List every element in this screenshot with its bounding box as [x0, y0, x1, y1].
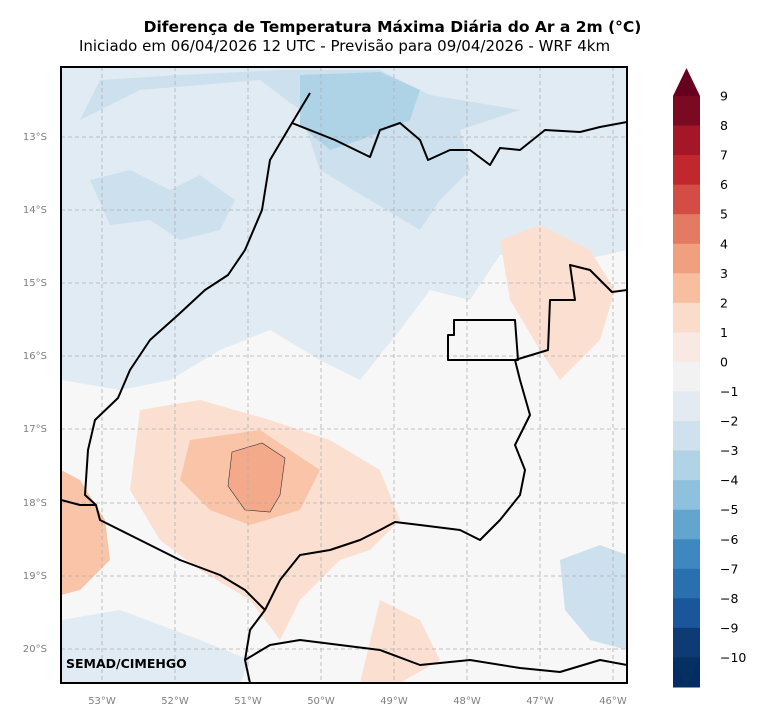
colorbar-segment [673, 184, 700, 215]
colorbar-label: 4 [720, 236, 728, 251]
colorbar-segment [673, 568, 700, 599]
colorbar-segment [673, 627, 700, 658]
colorbar-segment [673, 125, 700, 156]
minas-border-south [244, 609, 266, 683]
colorbar-label: 2 [720, 295, 728, 310]
colorbar-segment [673, 598, 700, 629]
colorbar-label: 8 [720, 118, 728, 133]
lon-tick: 52°W [161, 696, 189, 707]
colorbar-segment [673, 214, 700, 245]
cool-region-southwest [61, 610, 250, 683]
warm-region-east [500, 225, 615, 380]
map-subtitle: Iniciado em 06/04/2026 12 UTC - Previsão… [78, 37, 611, 55]
cool-region-north-3 [300, 72, 420, 150]
colorbar-segment [673, 480, 700, 511]
goias-north-border [291, 121, 627, 166]
lat-tick: 13°S [23, 132, 47, 143]
graticule [61, 67, 627, 683]
colorbar-label: −1 [720, 384, 738, 399]
colorbar-segment [673, 391, 700, 422]
colorbar-segment [673, 539, 700, 570]
lat-tick: 18°S [23, 498, 47, 509]
colorbar-label: 5 [720, 207, 728, 222]
credit-label: SEMAD/CIMEHGO [66, 656, 187, 671]
colorbar-segment [673, 332, 700, 363]
western-border [61, 499, 96, 506]
lat-tick: 17°S [23, 424, 47, 435]
colorbar: 9 8 7 6 5 4 3 2 1 0 −1 −2 −3 −4 −5 −6 −7 −8 −9 −10 [673, 68, 746, 688]
colorbar-label: −6 [720, 532, 738, 547]
colorbar-label: −7 [720, 561, 738, 576]
lat-tick: 15°S [23, 278, 47, 289]
colorbar-label: 3 [720, 266, 728, 281]
state-borders [61, 92, 627, 683]
cool-region-north [61, 67, 627, 390]
colorbar-label: 6 [720, 177, 728, 192]
colorbar-segment [673, 509, 700, 540]
colorbar-label: −4 [720, 473, 738, 488]
colorbar-label: −5 [720, 502, 738, 517]
colorbar-segment [673, 421, 700, 452]
lat-tick: 19°S [23, 571, 47, 582]
latitude-ticks: 13°S 14°S 15°S 16°S 17°S 18°S 19°S 20°S [23, 132, 47, 655]
colorbar-segment [673, 96, 700, 127]
lon-tick: 47°W [526, 696, 554, 707]
temperature-field [61, 67, 627, 683]
lon-tick: 49°W [380, 696, 408, 707]
lon-tick: 51°W [234, 696, 262, 707]
colorbar-segment [673, 243, 700, 274]
colorbar-label: −2 [720, 414, 738, 429]
colorbar-label: 0 [720, 354, 728, 369]
colorbar-extend-bottom [673, 657, 700, 688]
lat-tick: 16°S [23, 351, 47, 362]
colorbar-segment [673, 302, 700, 333]
southern-border [244, 639, 627, 673]
colorbar-label: −3 [720, 443, 738, 458]
goias-border [84, 92, 627, 611]
longitude-ticks: 53°W 52°W 51°W 50°W 49°W 48°W 47°W 46°W [88, 696, 627, 707]
federal-district-border [447, 319, 519, 361]
map-title: Diferença de Temperatura Máxima Diária d… [143, 18, 642, 36]
warm-region-south [360, 600, 440, 683]
colorbar-label: −9 [720, 620, 738, 635]
lon-tick: 46°W [599, 696, 627, 707]
cool-region-west [90, 170, 235, 240]
warm-region-core [227, 442, 286, 513]
lon-tick: 50°W [307, 696, 335, 707]
colorbar-segment [673, 450, 700, 481]
colorbar-label: 7 [720, 148, 728, 163]
lat-tick: 20°S [23, 644, 47, 655]
colorbar-label: 1 [720, 325, 728, 340]
map-frame [60, 66, 628, 684]
colorbar-label: 9 [720, 89, 728, 104]
colorbar-segment [673, 361, 700, 392]
colorbar-label: −10 [720, 650, 746, 665]
colorbar-segment [673, 273, 700, 304]
cool-region-southeast [560, 545, 627, 650]
lon-tick: 48°W [453, 696, 481, 707]
colorbar-segment [673, 155, 700, 186]
colorbar-extend-top [673, 68, 700, 96]
lon-tick: 53°W [88, 696, 116, 707]
colorbar-label: −8 [720, 591, 738, 606]
warm-region-west [61, 470, 110, 595]
lat-tick: 14°S [23, 205, 47, 216]
